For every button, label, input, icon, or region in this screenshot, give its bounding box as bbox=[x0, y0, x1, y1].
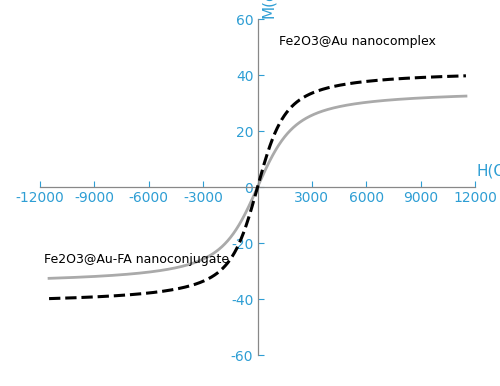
Text: Fe2O3@Au-FA nanoconjugate: Fe2O3@Au-FA nanoconjugate bbox=[44, 254, 229, 266]
Text: Fe2O3@Au nanocomplex: Fe2O3@Au nanocomplex bbox=[279, 35, 436, 48]
Text: M(emu/g): M(emu/g) bbox=[261, 0, 276, 18]
Text: H(Oe): H(Oe) bbox=[476, 164, 500, 179]
